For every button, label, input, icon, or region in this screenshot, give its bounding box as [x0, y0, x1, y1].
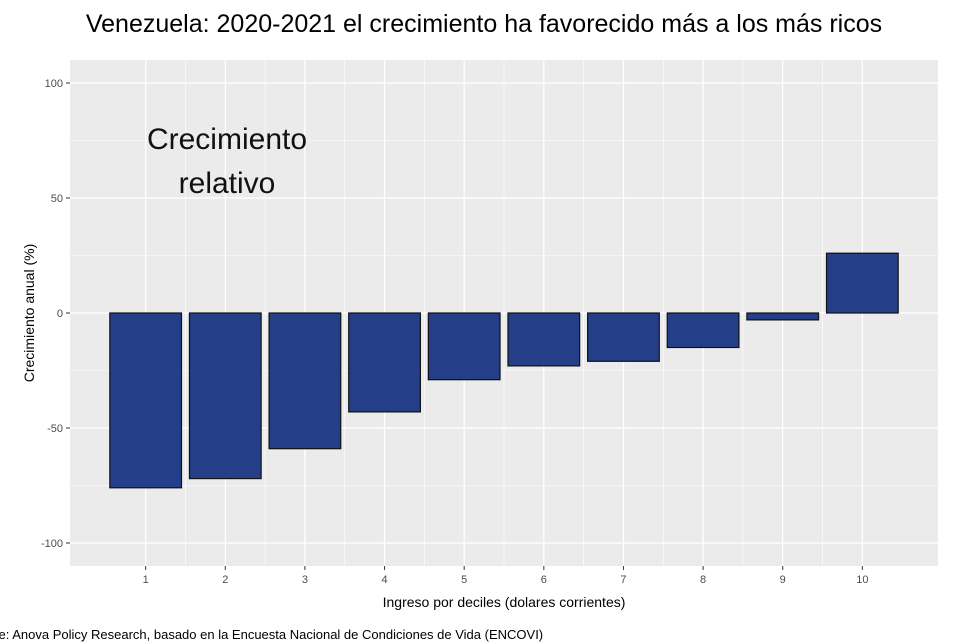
x-tick-label: 2 — [222, 574, 228, 586]
bar-decile-4 — [348, 312, 421, 413]
y-tick-label: 50 — [51, 193, 63, 205]
annotation: Crecimiento relativo — [110, 118, 344, 206]
source-note: ce: Anova Policy Research, basado en la … — [0, 627, 544, 642]
y-tick-label: -50 — [47, 423, 63, 435]
bar-decile-5 — [427, 312, 501, 381]
x-tick-label: 4 — [381, 574, 387, 586]
annotation-line-1: Crecimiento — [146, 123, 308, 156]
x-tick-label: 6 — [541, 574, 547, 586]
x-tick-label: 5 — [461, 574, 467, 586]
y-axis-label: Crecimiento anual (%) — [21, 244, 37, 383]
x-tick-label: 9 — [780, 574, 786, 586]
x-tick-label: 10 — [856, 574, 868, 586]
x-tick-label: 3 — [302, 574, 308, 586]
bar-decile-10 — [825, 252, 899, 314]
bar-decile-1 — [109, 312, 183, 489]
annotation-line-2: relativo — [178, 167, 276, 200]
bar-decile-2 — [188, 312, 262, 480]
bar-decile-8 — [666, 312, 740, 349]
y-axis: -100 -50 0 50 100 — [41, 78, 70, 550]
x-axis-label: Ingreso por deciles (dolares corrientes) — [383, 594, 626, 610]
x-tick-label: 1 — [143, 574, 149, 586]
bar-decile-3 — [268, 312, 342, 450]
x-axis: 1 2 3 4 5 6 7 8 9 10 — [143, 566, 868, 586]
chart-title: Venezuela: 2020-2021 el crecimiento ha f… — [85, 10, 883, 38]
bar-decile-7 — [587, 312, 660, 362]
bars — [109, 252, 899, 489]
x-tick-label: 7 — [620, 574, 626, 586]
bar-decile-9 — [746, 312, 820, 321]
y-tick-label: 100 — [45, 78, 63, 90]
y-tick-label: -100 — [41, 538, 63, 550]
x-tick-label: 8 — [700, 574, 706, 586]
y-tick-label: 0 — [57, 308, 63, 320]
bar-decile-6 — [507, 312, 581, 367]
